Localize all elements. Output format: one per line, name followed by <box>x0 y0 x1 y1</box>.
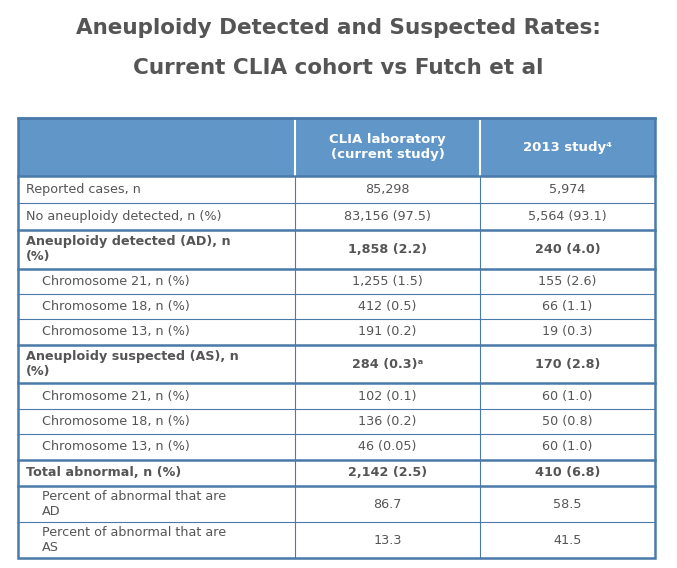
Text: 170 (2.8): 170 (2.8) <box>535 357 600 370</box>
Text: Percent of abnormal that are
AS: Percent of abnormal that are AS <box>42 526 226 554</box>
Text: 60 (1.0): 60 (1.0) <box>542 440 592 453</box>
Text: 410 (6.8): 410 (6.8) <box>535 466 600 479</box>
Bar <box>18 319 655 345</box>
Text: 5,974: 5,974 <box>549 183 586 196</box>
Text: No aneuploidy detected, n (%): No aneuploidy detected, n (%) <box>26 210 221 223</box>
Text: Chromosome 21, n (%): Chromosome 21, n (%) <box>42 275 190 288</box>
Bar <box>18 294 655 319</box>
Text: 19 (0.3): 19 (0.3) <box>542 325 592 339</box>
Text: Chromosome 18, n (%): Chromosome 18, n (%) <box>42 415 190 428</box>
Bar <box>18 118 655 558</box>
Text: 191 (0.2): 191 (0.2) <box>358 325 416 339</box>
Text: 58.5: 58.5 <box>553 498 582 511</box>
Text: Aneuploidy suspected (AS), n
(%): Aneuploidy suspected (AS), n (%) <box>26 350 239 378</box>
Bar <box>18 176 655 203</box>
Text: 155 (2.6): 155 (2.6) <box>538 275 596 288</box>
Text: Chromosome 21, n (%): Chromosome 21, n (%) <box>42 390 190 403</box>
Bar <box>18 486 655 522</box>
Text: Chromosome 13, n (%): Chromosome 13, n (%) <box>42 440 190 453</box>
Bar <box>18 345 655 383</box>
Text: 5,564 (93.1): 5,564 (93.1) <box>528 210 607 223</box>
Text: 66 (1.1): 66 (1.1) <box>542 300 592 313</box>
Text: 240 (4.0): 240 (4.0) <box>535 243 600 256</box>
Text: CLIA laboratory
(current study): CLIA laboratory (current study) <box>329 133 446 161</box>
Text: 412 (0.5): 412 (0.5) <box>358 300 416 313</box>
Bar <box>18 229 655 269</box>
Text: 46 (0.05): 46 (0.05) <box>358 440 416 453</box>
Text: 13.3: 13.3 <box>373 533 401 546</box>
Text: 2,142 (2.5): 2,142 (2.5) <box>348 466 427 479</box>
Text: 41.5: 41.5 <box>553 533 582 546</box>
Text: Chromosome 13, n (%): Chromosome 13, n (%) <box>42 325 190 339</box>
Text: Aneuploidy Detected and Suspected Rates:: Aneuploidy Detected and Suspected Rates: <box>76 18 601 38</box>
Text: 136 (0.2): 136 (0.2) <box>358 415 416 428</box>
Text: 50 (0.8): 50 (0.8) <box>542 415 593 428</box>
Text: 2013 study⁴: 2013 study⁴ <box>523 140 612 153</box>
Bar <box>18 434 655 460</box>
Text: 86.7: 86.7 <box>373 498 401 511</box>
Text: 284 (0.3)ᵃ: 284 (0.3)ᵃ <box>352 357 423 370</box>
Text: 102 (0.1): 102 (0.1) <box>358 390 417 403</box>
Text: 1,255 (1.5): 1,255 (1.5) <box>352 275 423 288</box>
Text: Percent of abnormal that are
AD: Percent of abnormal that are AD <box>42 490 226 518</box>
Bar <box>18 409 655 434</box>
Text: 83,156 (97.5): 83,156 (97.5) <box>344 210 431 223</box>
Bar <box>18 460 655 486</box>
Text: Chromosome 18, n (%): Chromosome 18, n (%) <box>42 300 190 313</box>
Text: 1,858 (2.2): 1,858 (2.2) <box>348 243 427 256</box>
Text: Aneuploidy detected (AD), n
(%): Aneuploidy detected (AD), n (%) <box>26 235 231 263</box>
Bar <box>18 203 655 229</box>
Bar <box>18 269 655 294</box>
Text: Total abnormal, n (%): Total abnormal, n (%) <box>26 466 181 479</box>
Text: 60 (1.0): 60 (1.0) <box>542 390 592 403</box>
Bar <box>18 522 655 558</box>
Text: 85,298: 85,298 <box>366 183 410 196</box>
Bar <box>18 118 655 176</box>
Bar <box>18 383 655 409</box>
Text: Reported cases, n: Reported cases, n <box>26 183 141 196</box>
Text: Current CLIA cohort vs Futch et al: Current CLIA cohort vs Futch et al <box>133 58 544 78</box>
